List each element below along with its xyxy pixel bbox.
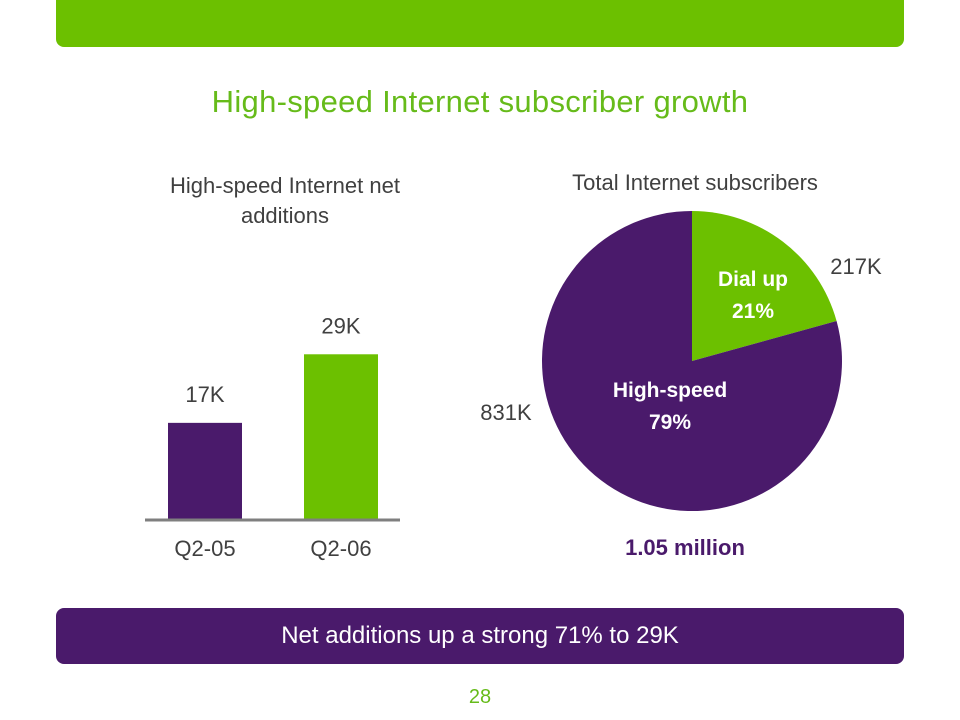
pie-slice-label: Dial up: [718, 268, 788, 291]
pie-slice-high-speed: [542, 211, 842, 511]
bar-q2-06: [304, 354, 378, 520]
page-title: High-speed Internet subscriber growth: [211, 84, 749, 119]
bar-q2-05: [168, 422, 242, 520]
pie-slice-percent: 21%: [732, 300, 774, 323]
pie-total-label: 1.05 million: [625, 535, 745, 560]
category-label: Q2-06: [310, 536, 371, 561]
bar-data-label: 29K: [321, 313, 360, 338]
summary-text: Net additions up a strong 71% to 29K: [281, 622, 679, 649]
page-number: 28: [468, 686, 492, 708]
pie-slice-percent: 79%: [649, 411, 691, 434]
pie-chart-title: Total Internet subscribers: [572, 170, 818, 195]
pie-value-label: 217K: [830, 254, 882, 279]
category-label: Q2-05: [174, 536, 235, 561]
summary-banner: Net additions up a strong 71% to 29K: [56, 608, 904, 664]
bar-chart-title: High-speed Internet net additions: [170, 173, 400, 228]
pie-slice-dial-up: [692, 211, 837, 361]
top-banner: [56, 0, 904, 47]
bar-data-label: 17K: [185, 382, 224, 407]
pie-value-label: 831K: [480, 400, 532, 425]
pie-slice-label: High-speed: [613, 379, 727, 402]
